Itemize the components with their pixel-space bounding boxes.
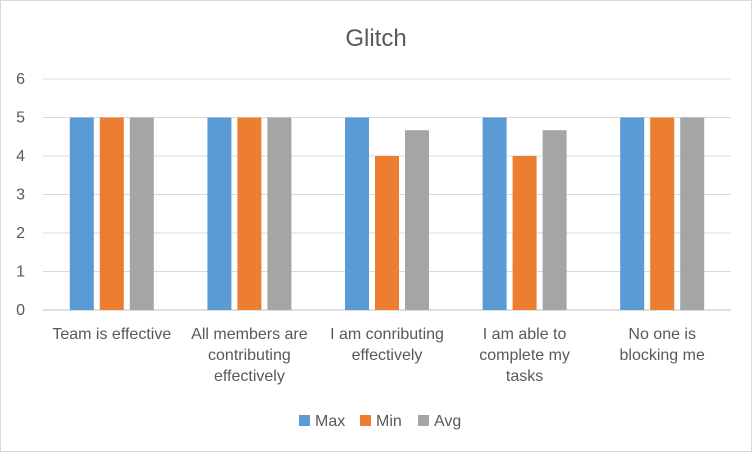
x-category-label: I am able to complete my tasks [479, 326, 570, 385]
bar-max [620, 117, 645, 310]
x-category-label: All members are contributing effectively [191, 326, 308, 385]
y-tick-label: 6 [16, 71, 25, 88]
y-axis-ticks: 0 1 2 3 4 5 6 [16, 71, 25, 319]
bar-max [482, 117, 507, 310]
bar-min [375, 156, 399, 310]
legend-swatch-min [360, 415, 371, 426]
bar-min [99, 117, 124, 310]
y-tick-label: 5 [16, 110, 25, 127]
x-category-label: I am conributing effectively [330, 326, 444, 364]
legend-label-max: Max [315, 413, 345, 430]
x-category-label: No one is blocking me [620, 326, 705, 364]
bar-avg [542, 130, 567, 310]
x-axis-categories: Team is effective All members are contribu… [52, 326, 705, 385]
legend-swatch-max [299, 415, 310, 426]
bar-avg [129, 117, 154, 310]
bar-avg [680, 117, 705, 310]
bar-min [650, 117, 675, 310]
y-tick-label: 0 [16, 302, 25, 319]
bar-max [345, 117, 369, 310]
y-tick-label: 3 [16, 187, 25, 204]
x-category-label: Team is effective [52, 326, 171, 343]
bar-max [69, 117, 94, 310]
legend-swatch-avg [418, 415, 429, 426]
bar-avg [405, 130, 429, 310]
y-tick-label: 2 [16, 225, 25, 242]
legend: Max Min Avg [299, 413, 461, 430]
y-tick-label: 1 [16, 264, 25, 281]
bar-min [237, 117, 262, 310]
y-tick-label: 4 [16, 148, 25, 165]
bar-avg [267, 117, 292, 310]
bars [69, 117, 705, 310]
bar-min [512, 156, 537, 310]
chart-title: Glitch [345, 25, 406, 52]
legend-label-avg: Avg [434, 413, 461, 430]
bar-max [207, 117, 232, 310]
legend-label-min: Min [376, 413, 402, 430]
